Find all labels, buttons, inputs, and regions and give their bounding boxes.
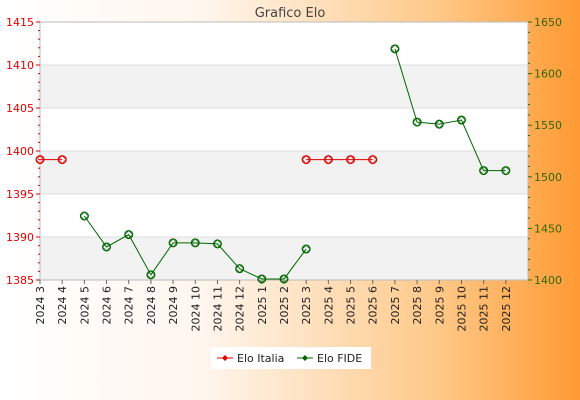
- data-point-diamond: [101, 242, 112, 252]
- data-point-diamond: [212, 239, 223, 249]
- data-point-diamond: [390, 44, 400, 54]
- y-right-tick-label: 1600: [534, 68, 562, 81]
- x-tick-label: 2025 2: [278, 286, 291, 325]
- x-tick-label: 2024 7: [123, 286, 136, 325]
- x-tick-label: 2025 12: [500, 286, 513, 332]
- y-left-tick-label: 1395: [6, 188, 34, 201]
- data-point-diamond: [235, 264, 245, 274]
- x-tick-label: 2025 5: [345, 286, 358, 325]
- x-tick-label: 2024 11: [211, 286, 224, 332]
- y-left-tick-label: 1405: [6, 102, 34, 115]
- x-tick-label: 2024 9: [167, 286, 180, 325]
- x-tick-label: 2024 4: [56, 286, 69, 325]
- grid-band: [40, 237, 528, 280]
- series-elo-fide: [79, 44, 511, 284]
- x-tick-label: 2024 8: [145, 286, 158, 325]
- x-tick-label: 2025 6: [367, 286, 380, 325]
- x-tick-label: 2025 4: [322, 286, 335, 325]
- data-point-diamond: [146, 270, 156, 280]
- grid-band: [40, 65, 528, 108]
- x-tick-label: 2024 3: [34, 286, 47, 325]
- y-right-tick-label: 1450: [534, 222, 562, 235]
- data-point-diamond: [479, 166, 489, 176]
- series-elo-italia: [35, 155, 378, 165]
- x-tick-label: 2025 9: [433, 286, 446, 325]
- data-point-diamond: [301, 155, 311, 165]
- legend-box: [211, 347, 371, 369]
- data-point-diamond: [79, 211, 89, 221]
- x-tick-label: 2025 8: [411, 286, 424, 325]
- series-line: [83, 215, 307, 280]
- legend-swatch-marker: [302, 355, 308, 361]
- data-point-diamond: [368, 155, 378, 165]
- data-point-diamond: [35, 155, 45, 165]
- y-left-tick-label: 1390: [6, 231, 34, 244]
- data-point-diamond: [456, 115, 467, 125]
- data-point-diamond: [501, 166, 511, 176]
- legend-label: Elo Italia: [237, 352, 284, 365]
- x-tick-label: 2025 7: [389, 286, 402, 325]
- y-left-tick-label: 1385: [6, 274, 34, 287]
- data-point-diamond: [434, 119, 444, 129]
- y-left-tick-label: 1410: [6, 59, 34, 72]
- data-point-diamond: [323, 155, 333, 165]
- y-left-tick-label: 1400: [6, 145, 34, 158]
- data-point-diamond: [168, 238, 178, 248]
- y-right-tick-label: 1500: [534, 171, 562, 184]
- data-point-diamond: [257, 274, 267, 284]
- chart-legend: Elo Italia Elo FIDE: [211, 347, 371, 369]
- data-point-diamond: [57, 155, 67, 165]
- x-tick-label: 2025 3: [300, 286, 313, 325]
- grid-band: [40, 151, 528, 194]
- data-point-diamond: [301, 244, 311, 254]
- x-tick-label: 2024 5: [78, 286, 91, 325]
- data-point-diamond: [345, 155, 356, 165]
- y-right-tick-label: 1550: [534, 119, 562, 132]
- legend-label: Elo FIDE: [317, 352, 362, 365]
- data-point-diamond: [190, 238, 200, 248]
- x-tick-label: 2024 12: [234, 286, 247, 332]
- y-right-tick-label: 1400: [534, 274, 562, 287]
- x-tick-label: 2025 1: [256, 286, 269, 325]
- data-point-diamond: [124, 230, 134, 240]
- x-tick-label: 2025 11: [478, 286, 491, 332]
- legend-swatch-marker: [222, 355, 228, 361]
- y-left-tick-label: 1415: [6, 16, 34, 29]
- data-point-diamond: [412, 117, 422, 127]
- y-right-tick-label: 1650: [534, 16, 562, 29]
- x-tick-label: 2024 10: [189, 286, 202, 332]
- chart-title: Grafico Elo: [255, 6, 326, 21]
- x-tick-label: 2024 6: [101, 286, 114, 325]
- data-point-diamond: [279, 274, 289, 284]
- x-tick-label: 2025 10: [455, 286, 468, 332]
